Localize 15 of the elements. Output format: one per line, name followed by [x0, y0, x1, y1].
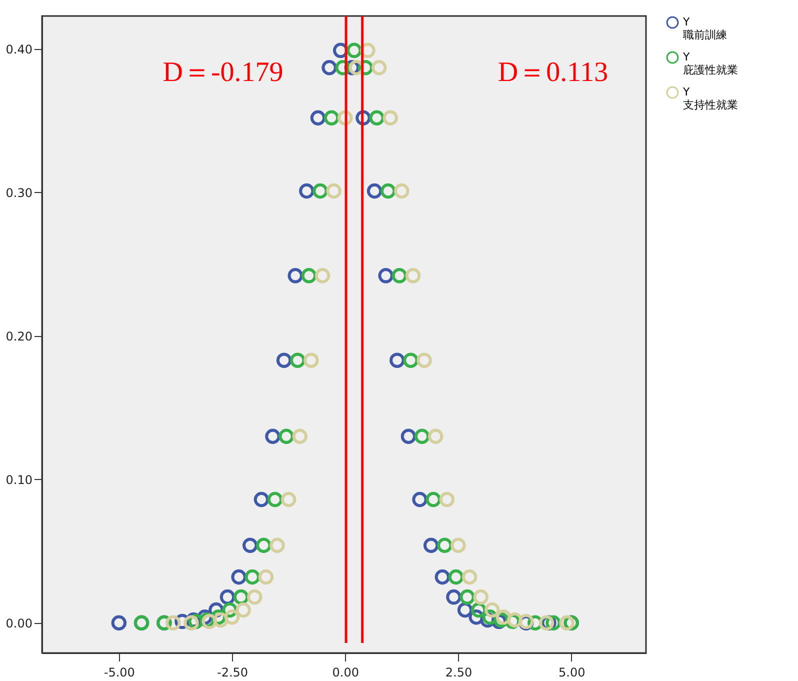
annotation: D＝0.113 — [498, 57, 608, 88]
legend-label: Y 庇護性就業 — [682, 50, 738, 76]
annotation: D＝-0.179 — [162, 57, 284, 88]
x-tick-label: -2.50 — [216, 666, 248, 680]
x-tick-label: 5.00 — [558, 666, 586, 680]
x-tick-label: 0.00 — [332, 666, 359, 680]
legend-label: Y 支持性就業 — [682, 86, 738, 112]
legend-label: Y 職前訓練 — [682, 16, 727, 42]
y-tick-label: 0.00 — [6, 616, 32, 630]
x-tick-label: -5.00 — [104, 666, 135, 680]
y-tick-label: 0.30 — [6, 186, 32, 200]
x-tick-label: 2.50 — [445, 666, 472, 680]
y-tick-label: 0.10 — [6, 472, 32, 487]
y-tick-label: 0.20 — [6, 329, 32, 344]
y-tick-label: 0.40 — [6, 42, 32, 56]
